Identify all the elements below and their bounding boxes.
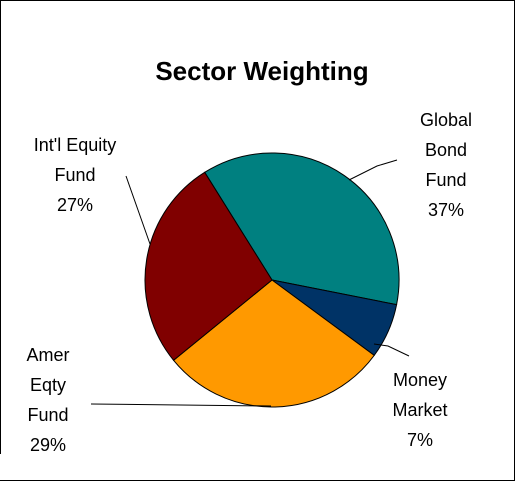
slice-value-label: 27%	[57, 195, 93, 215]
pie-slice-global-bond-fund	[204, 152, 400, 306]
leader-line	[90, 403, 272, 407]
slice-category-label: Eqty	[30, 375, 66, 395]
leader-line	[125, 175, 151, 245]
slice-value-label: 29%	[30, 435, 66, 455]
slice-category-label: Money	[393, 370, 447, 390]
pie-slice-int-l-equity-fund	[144, 171, 273, 361]
pie-slice-amer-eqty-fund	[172, 279, 375, 408]
slice-value-label: 37%	[428, 200, 464, 220]
chart-title: Sector Weighting	[155, 56, 368, 86]
slice-category-label: Global	[420, 110, 472, 130]
slice-labels: Global Bond Fund 37% Money Market 7% Amer Eqty Fu…	[26, 110, 472, 455]
leader-line	[348, 159, 398, 181]
slice-category-label: Amer	[26, 345, 69, 365]
leader-lines	[90, 159, 410, 407]
pie-slices	[144, 152, 400, 408]
leader-line	[373, 343, 410, 357]
slice-value-label: 7%	[407, 430, 433, 450]
slice-category-label: Fund	[54, 165, 95, 185]
slice-category-label: Fund	[425, 170, 466, 190]
slice-category-label: Int'l Equity	[34, 135, 116, 155]
slice-category-label: Market	[392, 400, 447, 420]
slice-category-label: Fund	[27, 405, 68, 425]
slice-category-label: Bond	[425, 140, 467, 160]
